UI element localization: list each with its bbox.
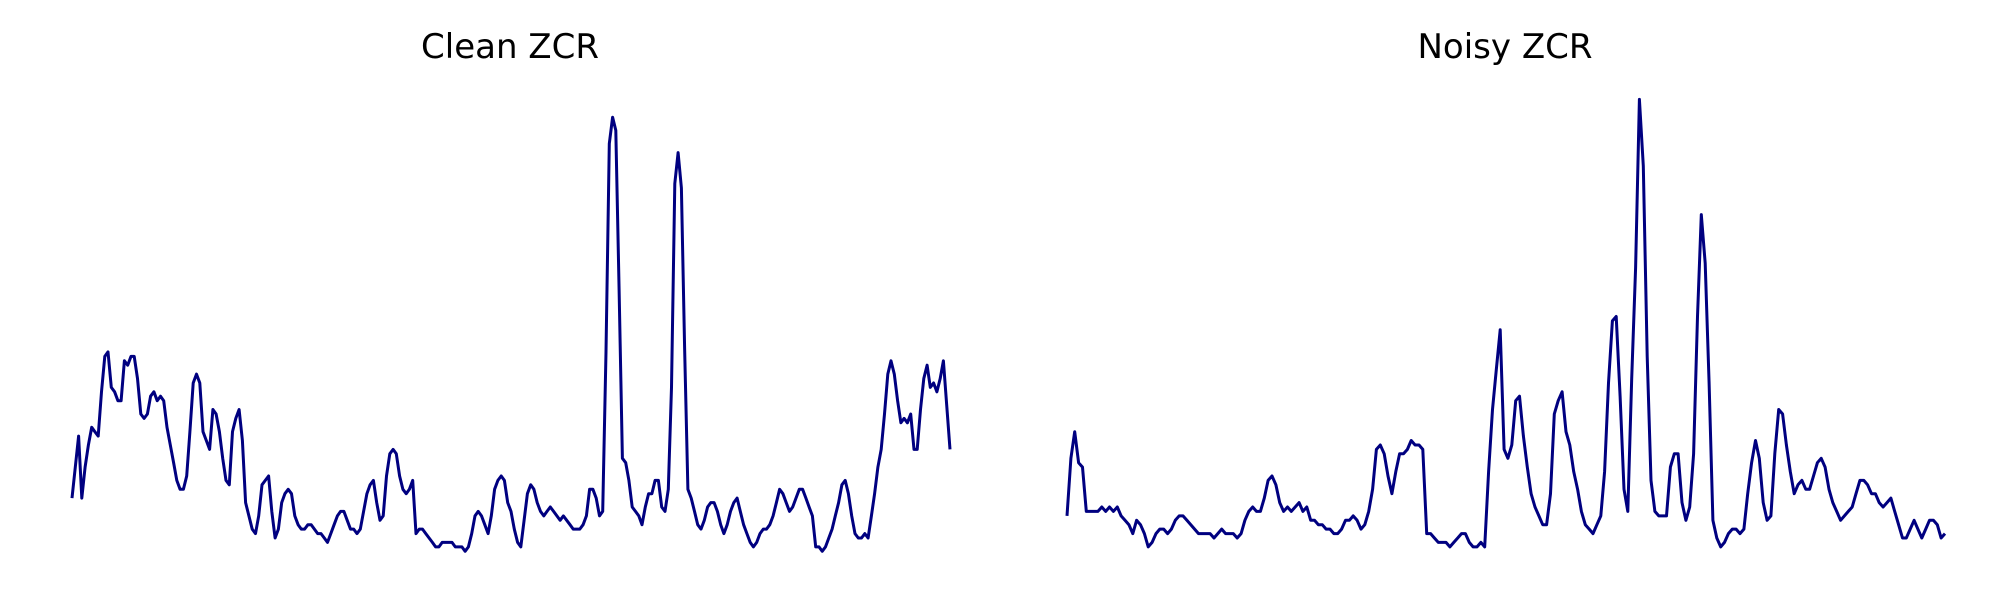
zcr-line-clean (70, 115, 952, 553)
chart-title-clean: Clean ZCR (421, 27, 599, 67)
chart-panel-clean: Clean ZCR (70, 27, 952, 553)
zcr-line-noisy (1065, 97, 1947, 549)
chart-panel-noisy: Noisy ZCR (1065, 27, 1947, 549)
chart-title-noisy: Noisy ZCR (1418, 27, 1593, 67)
